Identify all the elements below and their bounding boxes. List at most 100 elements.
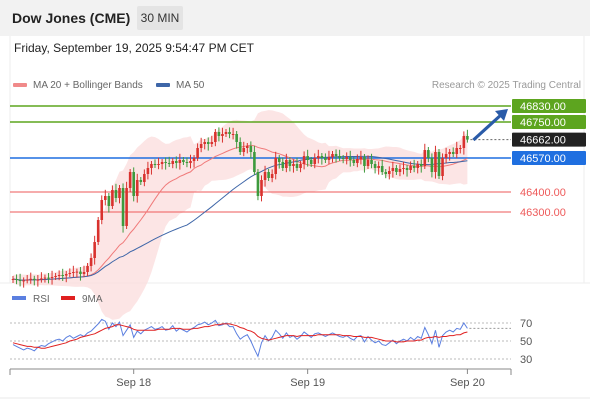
candle-body-38 <box>146 168 150 174</box>
candle-body-65 <box>242 148 246 152</box>
candle-body-5 <box>29 278 33 280</box>
candle-body-16 <box>68 273 72 274</box>
candle-body-83 <box>306 156 309 160</box>
candle-body-78 <box>288 160 292 166</box>
candle-body-94 <box>345 157 348 159</box>
candle-body-20 <box>82 272 86 274</box>
timestamp: Friday, September 19, 2025 9:54:47 PM CE… <box>14 41 254 55</box>
candle-body-88 <box>324 158 327 160</box>
rsi-tick-50: 50 <box>520 336 532 348</box>
candle-body-61 <box>228 132 231 134</box>
candle-body-109 <box>398 169 402 172</box>
candle-body-124 <box>451 152 455 154</box>
legend-ma50: MA 50 <box>156 80 204 91</box>
level-label-0: 46830.00 <box>520 101 566 113</box>
research-credit: Research © 2025 Trading Central <box>431 80 581 91</box>
candle-body-12 <box>54 276 57 277</box>
candle-body-30 <box>118 188 121 198</box>
candle-body-29 <box>114 190 118 198</box>
level-label-box-2 <box>512 151 586 165</box>
candle-body-77 <box>285 160 288 168</box>
candle-body-40 <box>153 164 157 165</box>
ma20-swatch <box>13 83 27 88</box>
candle-body-97 <box>356 159 359 163</box>
candle-body-74 <box>274 158 277 174</box>
candle-body-98 <box>359 157 363 159</box>
candle-body-99 <box>363 157 366 166</box>
candle-body-121 <box>441 158 444 176</box>
candle-body-26 <box>104 196 107 200</box>
legend-ma50-label: MA 50 <box>176 80 205 91</box>
candle-body-114 <box>416 164 419 168</box>
candle-body-63 <box>235 134 238 142</box>
candle-body-73 <box>270 174 274 178</box>
candle-body-27 <box>107 196 111 206</box>
candle-body-34 <box>132 172 135 196</box>
candle-body-107 <box>391 168 395 171</box>
candle-body-56 <box>210 142 214 144</box>
candle-body-44 <box>167 163 171 164</box>
candle-body-18 <box>75 271 79 273</box>
x-tick-label-2: Sep 20 <box>450 377 485 389</box>
candle-body-52 <box>196 148 199 158</box>
candle-body-84 <box>309 160 313 164</box>
rsi-ma-legend-swatch <box>61 296 75 300</box>
candle-body-32 <box>125 188 128 226</box>
candle-body-117 <box>427 150 430 158</box>
candle-body-71 <box>263 172 267 180</box>
candle-body-17 <box>72 272 75 273</box>
level-label-1: 46750.00 <box>520 117 566 129</box>
candle-body-126 <box>459 148 462 149</box>
rsi-line <box>12 318 468 358</box>
candle-body-54 <box>203 142 206 144</box>
candle-body-90 <box>331 154 334 157</box>
timeframe-button[interactable]: 30 MIN <box>137 6 183 30</box>
candle-body-51 <box>192 158 196 161</box>
legend-ma20: MA 20 + Bollinger Bands <box>13 80 143 91</box>
candle-body-115 <box>419 164 423 166</box>
candle-body-41 <box>157 164 160 165</box>
candle-body-0 <box>11 279 15 280</box>
candle-body-64 <box>238 142 242 152</box>
candle-body-69 <box>256 172 260 196</box>
candle-body-57 <box>214 132 217 142</box>
legend-ma20-label: MA 20 + Bollinger Bands <box>33 80 143 91</box>
candle-body-105 <box>384 172 388 174</box>
candle-body-89 <box>327 157 331 160</box>
candle-body-82 <box>302 156 306 164</box>
level-label-box-0 <box>512 99 586 113</box>
candle-body-122 <box>444 154 448 158</box>
candle-body-43 <box>164 162 167 163</box>
candle-body-123 <box>448 152 451 154</box>
candle-body-39 <box>150 164 153 168</box>
candle-body-37 <box>143 174 146 182</box>
target-arrow-head <box>495 109 508 121</box>
candle-body-128 <box>466 136 469 140</box>
candle-body-3 <box>22 280 25 282</box>
candle-body-1 <box>15 279 18 280</box>
candle-body-15 <box>64 274 68 276</box>
candle-body-23 <box>93 242 96 258</box>
candle-body-21 <box>86 266 89 272</box>
candle-body-8 <box>40 278 43 280</box>
candle-body-79 <box>292 164 295 166</box>
level-label-3: 46400.00 <box>520 187 566 199</box>
candle-body-45 <box>171 161 175 164</box>
candle-body-116 <box>423 150 427 166</box>
candle-body-87 <box>320 156 324 158</box>
candle-body-113 <box>412 166 416 168</box>
candle-body-66 <box>246 146 249 148</box>
candle-body-112 <box>409 166 412 170</box>
candle-body-103 <box>377 166 380 168</box>
candle-body-108 <box>395 168 398 172</box>
candle-body-118 <box>430 158 434 172</box>
candle-body-22 <box>89 258 93 266</box>
candle-body-59 <box>221 134 224 136</box>
candle-body-70 <box>260 180 263 196</box>
chart-header: Dow Jones (CME) 30 MIN <box>0 0 590 36</box>
candle-body-67 <box>249 146 253 152</box>
ma50-line <box>12 155 468 281</box>
candle-body-25 <box>100 200 104 220</box>
rsi-tick-30: 30 <box>520 354 532 366</box>
